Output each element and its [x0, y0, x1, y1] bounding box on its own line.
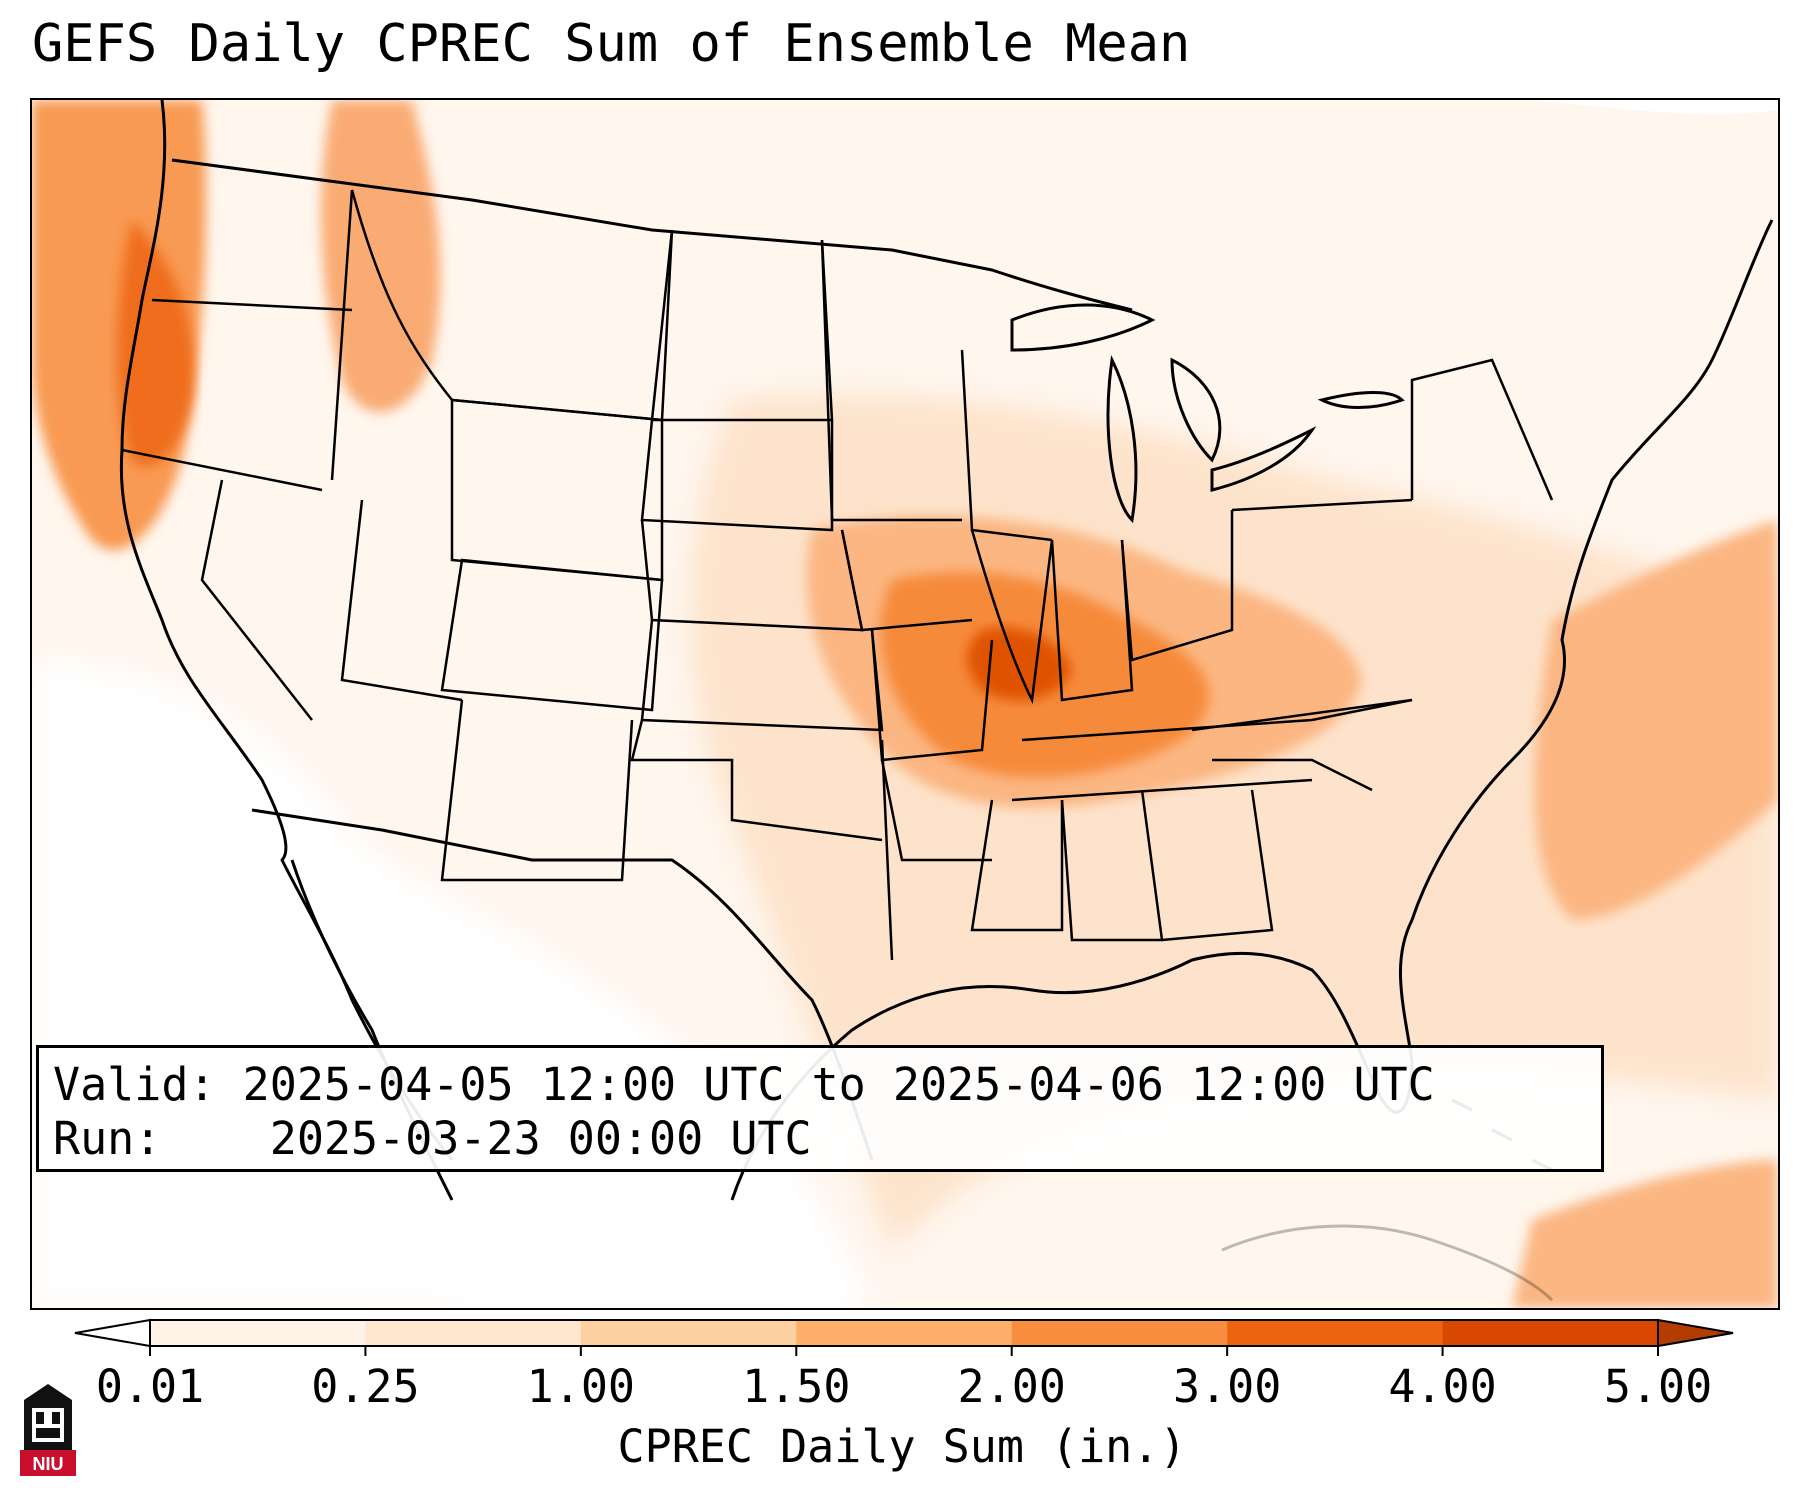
run-value: 2025-03-23 00:00 UTC: [269, 1112, 812, 1165]
border-nv: [200, 479, 313, 721]
border-sd-ne: [640, 419, 834, 532]
border-ky-tn: [1021, 698, 1413, 742]
colorbar: [74, 1318, 1734, 1356]
colorbar-tick-label: 4.00: [1388, 1360, 1497, 1413]
lake-michigan: [1106, 355, 1138, 524]
border-or-ca: [121, 448, 323, 492]
colorbar-label: CPREC Daily Sum (in.): [617, 1420, 1187, 1473]
colorbar-segment: [365, 1320, 582, 1346]
border-ok-tx: [630, 719, 883, 842]
border-tx-east: [880, 739, 894, 961]
run-label: Run:: [53, 1112, 162, 1165]
colorbar-segment: [1227, 1320, 1444, 1346]
border-tn-al-ga: [1011, 778, 1313, 802]
border-mo-ar: [870, 629, 994, 762]
colorbar-outline: [149, 1319, 1659, 1347]
border-id-west: [330, 189, 354, 481]
map-title: GEFS Daily CPREC Sum of Ensemble Mean: [32, 14, 1191, 74]
border-ms-al: [970, 799, 1064, 932]
colorbar-tick-label: 2.00: [957, 1360, 1066, 1413]
colorbar-segment: [1011, 1320, 1228, 1346]
lake-ontario: [1317, 391, 1405, 409]
colorbar-tick-label: 0.25: [311, 1360, 420, 1413]
colorbar-segment: [580, 1320, 797, 1346]
valid-row: Valid: 2025-04-05 12:00 UTC to 2025-04-0…: [53, 1058, 1587, 1112]
projection-edge: [1532, 100, 1778, 115]
colorbar-segment: [796, 1320, 1013, 1346]
border-new-england: [1410, 358, 1554, 501]
lake-huron: [1170, 357, 1222, 463]
lake-superior: [1010, 303, 1156, 352]
canada-border: [171, 158, 1133, 312]
colorbar-tick-label: 1.00: [526, 1360, 636, 1413]
border-ar-la: [880, 759, 992, 862]
border-sc-nc: [1212, 758, 1373, 792]
border-va-nc: [1191, 698, 1413, 732]
atlantic-coastline: [1410, 219, 1774, 921]
border-nm: [440, 699, 634, 882]
border-wa-or: [151, 298, 353, 312]
valid-run-info-box: Valid: 2025-04-05 12:00 UTC to 2025-04-0…: [36, 1045, 1604, 1172]
precip-field-atlantic: [1534, 520, 1778, 920]
colorbar-ticks: [149, 1346, 1659, 1356]
border-al-ga: [1060, 789, 1164, 942]
great-lakes: [1010, 303, 1405, 524]
colorbar-segment: [150, 1320, 366, 1346]
precip-field-caribbean: [1512, 1160, 1778, 1308]
colorbar-tick-label: 3.00: [1172, 1360, 1282, 1413]
svg-text:NIU: NIU: [33, 1454, 64, 1474]
border-nd-sd: [650, 229, 834, 422]
colorbar-segments: [74, 1318, 1734, 1348]
border-il-in: [970, 529, 1054, 705]
colorbar-segment: [1442, 1320, 1659, 1346]
border-ia-mo: [840, 529, 973, 632]
precip-field-pacific-nw-core: [117, 220, 194, 467]
border-ga-fl: [1161, 789, 1274, 942]
lake-erie: [1210, 426, 1317, 492]
border-oh-pa: [1120, 510, 1234, 662]
precip-field-missouri-max: [967, 627, 1072, 701]
colorbar-tick-label: 0.01: [95, 1360, 205, 1413]
colorbar-tick-label: 1.50: [742, 1360, 851, 1413]
state-borders: [121, 189, 1554, 961]
border-pa-ny: [1231, 498, 1413, 512]
niu-logo-icon: NIU: [20, 1384, 76, 1476]
border-ut: [340, 499, 463, 702]
colorbar-extend-low: [74, 1318, 151, 1348]
border-id-east: [350, 189, 453, 401]
valid-value: 2025-04-05 12:00 UTC to 2025-04-06 12:00…: [242, 1058, 1435, 1111]
colorbar-tick-label: 5.00: [1603, 1360, 1713, 1413]
run-row: Run: 2025-03-23 00:00 UTC: [53, 1112, 1587, 1166]
colorbar-extend-high: [1657, 1318, 1734, 1348]
cuba-outline: [1221, 1224, 1554, 1302]
valid-label: Valid:: [53, 1058, 216, 1111]
border-mn-ia: [820, 239, 962, 522]
precip-field-idaho: [321, 100, 441, 413]
